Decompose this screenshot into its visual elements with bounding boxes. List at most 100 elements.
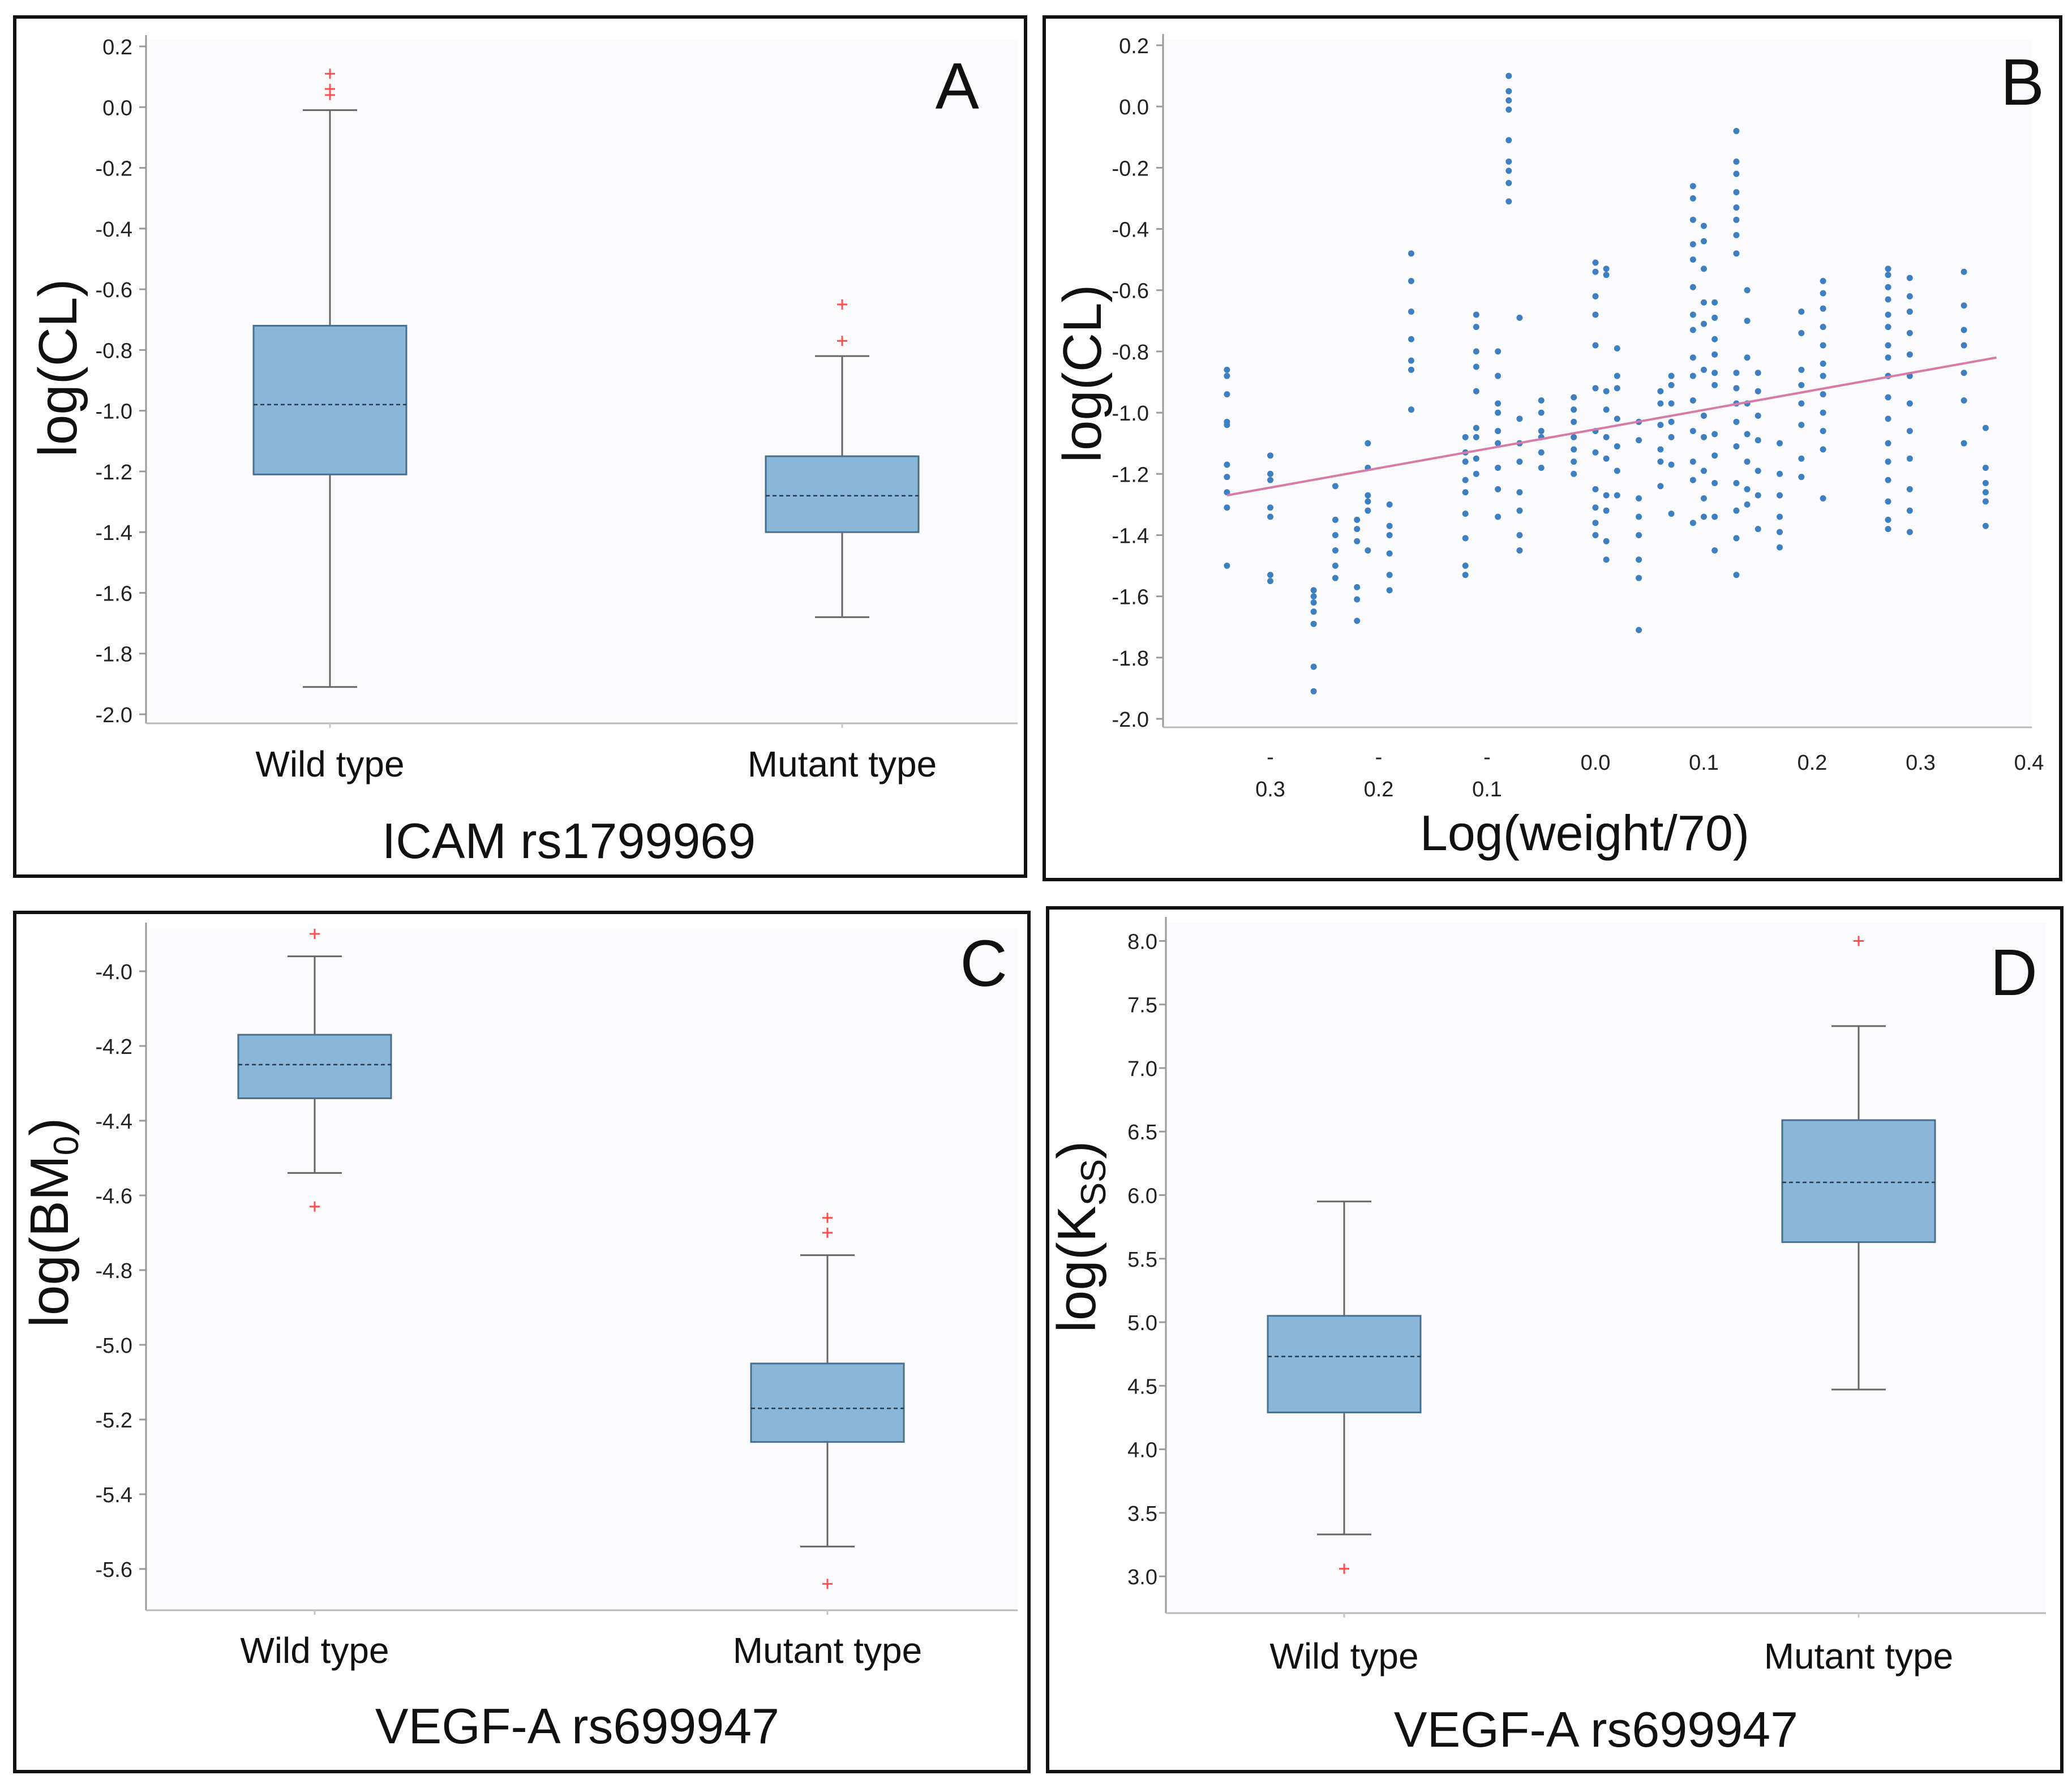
scatter-point [1961,302,1967,309]
scatter-point [1386,572,1393,578]
scatter-point [1354,584,1361,590]
scatter-point [1906,455,1913,462]
x-tick-label: 0.1 [1689,751,1719,775]
panel-a-letter: A [936,49,980,123]
panel-a-xlabel: ICAM rs1799969 [382,813,756,869]
scatter-point [1733,418,1740,425]
scatter-point [1310,663,1317,670]
y-tick-label: 6.0 [1127,1185,1157,1208]
panel-b-letter: B [2001,45,2044,119]
panel-c-ylabel: log(BM0) [19,1118,86,1328]
scatter-point [1332,516,1339,523]
y-tick-label: 8.0 [1127,930,1157,954]
scatter-point [1462,434,1469,440]
y-tick-label: 7.0 [1127,1057,1157,1081]
scatter-point [1538,449,1545,456]
x-tick-label: 0.2 [1798,751,1828,775]
scatter-point [1495,464,1502,471]
scatter-point [1711,547,1718,554]
scatter-point [1982,480,1989,486]
scatter-point [1592,449,1599,456]
scatter-point [1592,520,1599,526]
scatter-point [1538,397,1545,404]
x-tick-label: 0.2 [1364,778,1394,801]
scatter-point [1473,470,1479,477]
scatter-point [1310,688,1317,694]
scatter-point [1744,354,1751,361]
x-tick-label: 0.4 [2014,751,2044,775]
scatter-point [1657,388,1664,395]
panel-c-ylabel-sub: 0 [47,1136,86,1155]
scatter-point [1267,477,1273,483]
scatter-point [1733,572,1740,578]
panel-d-ylabel-main: log(K [1046,1206,1107,1332]
scatter-point [1820,372,1826,379]
scatter-point [1365,498,1371,505]
scatter-point [1711,381,1718,388]
x-tick-label: 0.3 [1255,778,1285,801]
scatter-point [1711,370,1718,376]
scatter-point [1754,388,1761,395]
scatter-point [1636,437,1642,444]
scatter-point [1777,544,1783,551]
y-tick-label: -1.0 [96,400,132,424]
scatter-point [1798,400,1805,407]
panel-a-frame [13,15,1027,878]
scatter-point [1614,345,1620,351]
scatter-point [1636,627,1642,633]
panel-a: 0.2 0.0 -0.2 -0.4 -0.6 -0.8 -1.0 -1.2 -1.4 -1.6 -1… [13,15,1027,878]
y-tick-label: -0.4 [1112,218,1149,242]
scatter-point [1614,372,1620,379]
scatter-point [1733,507,1740,514]
y-tick-label: -4.4 [96,1110,132,1134]
scatter-point [1961,440,1967,447]
scatter-point [1332,483,1339,490]
scatter-point [1386,501,1393,508]
x-tick-label: 0.3 [1906,751,1936,775]
scatter-point [1224,461,1230,468]
scatter-point [1668,461,1675,468]
panel-d-category-mutant: Mutant type [1764,1636,1953,1676]
scatter-point [1473,434,1479,440]
scatter-point [1906,293,1913,300]
scatter-point [1224,422,1230,428]
scatter-point [1701,265,1707,272]
panel-d-frame [1046,906,2064,1773]
outlier-point [822,1212,833,1223]
scatter-point [1462,511,1469,517]
panel-c-letter: C [960,927,1007,1000]
scatter-point [1571,418,1577,425]
panel-a-ylabel: log(CL) [28,279,88,457]
scatter-point [1906,486,1913,492]
scatter-point [1473,363,1479,370]
x-tick-dash: - [1483,745,1491,769]
scatter-point [1614,468,1620,474]
scatter-point [1636,531,1642,538]
scatter-point [1820,409,1826,416]
y-tick-label: 4.0 [1127,1439,1157,1463]
scatter-point [1885,311,1891,318]
scatter-point [1603,406,1610,413]
y-tick-label: -1.4 [1112,524,1149,548]
panel-c-frame [13,911,1031,1773]
scatter-point [1495,409,1502,416]
scatter-point [1689,428,1696,435]
scatter-point [1820,495,1826,502]
scatter-point [1777,513,1783,520]
scatter-point [1505,198,1512,205]
scatter-point [1462,572,1469,578]
scatter-point [1982,498,1989,505]
scatter-point [1636,495,1642,502]
panel-b-frame [1043,15,2062,881]
y-tick-label: -1.6 [1112,586,1149,610]
scatter-point [1777,529,1783,535]
scatter-point [1473,455,1479,462]
panel-d: 8.0 7.5 7.0 6.5 6.0 5.5 5.0 4.5 4.0 3.5 3.0 D log(… [1046,906,2064,1773]
scatter-point [1505,88,1512,95]
scatter-point [1906,428,1913,435]
scatter-point [1603,492,1610,499]
scatter-point [1657,458,1664,465]
y-tick-label: 0.0 [1119,96,1149,119]
panel-d-category-wild: Wild type [1269,1636,1418,1676]
scatter-point [1592,311,1599,318]
